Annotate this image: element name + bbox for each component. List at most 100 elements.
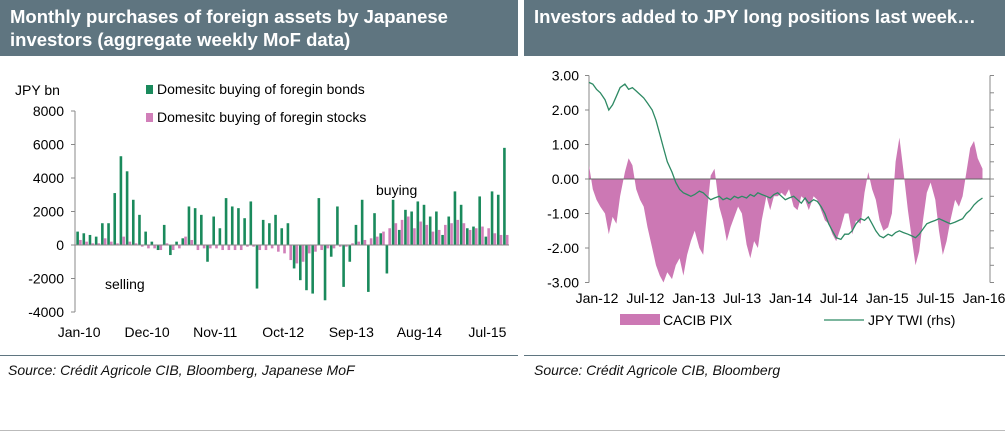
left-panel-divider: [0, 355, 518, 356]
stock-bar: [202, 245, 206, 249]
bond-bar: [175, 241, 178, 245]
bond-stock-purchases-chart: -4000 -2000 0 2000 4000 6000 8000 JPY bn Jan-10 D…: [15, 81, 509, 340]
stock-bar: [326, 245, 330, 249]
stock-bar: [128, 241, 132, 245]
bond-bar: [329, 245, 333, 257]
y-tick-label: 6000: [33, 137, 64, 153]
bond-bar: [144, 231, 147, 245]
buying-annotation: buying: [376, 182, 417, 198]
stock-bar: [91, 243, 95, 245]
stock-bar: [338, 245, 342, 247]
bond-bar: [181, 238, 185, 245]
bond-bar: [336, 206, 339, 245]
stock-bar: [110, 241, 113, 245]
bond-bar: [342, 245, 345, 287]
bond-bar: [441, 234, 444, 245]
stock-bar: [159, 245, 163, 251]
left-panel: Monthly purchases of foreign assets by J…: [0, 0, 518, 378]
y-tick-label: 2000: [33, 204, 64, 220]
legend-pix-label: CACIB PIX: [663, 312, 733, 328]
stock-bar: [221, 245, 224, 251]
stock-bar: [184, 236, 187, 246]
bond-bar: [373, 213, 376, 245]
stock-bar: [481, 226, 484, 245]
bond-bar: [466, 228, 469, 245]
stock-bar: [215, 245, 218, 249]
legend-stocks-label: Domesitc buying of foregin stocks: [157, 109, 366, 125]
stock-bar: [122, 236, 125, 246]
x-tick-label: Jan-14: [769, 290, 812, 306]
bond-bar: [299, 245, 302, 281]
stock-bar: [487, 228, 490, 245]
legend-twi-label: JPY TWI (rhs): [868, 312, 955, 328]
stock-bar: [382, 231, 385, 245]
stock-bar: [116, 243, 119, 245]
y-tick-label: 3.00: [552, 68, 579, 84]
bond-bar: [187, 206, 191, 245]
legend-bonds-label: Domesitc buying of foregin bonds: [157, 81, 365, 97]
stock-bar: [134, 243, 138, 245]
x-tick-label: Jan-13: [672, 290, 715, 306]
stock-bar: [252, 245, 255, 247]
y-tick-label: 0: [56, 237, 64, 253]
cacib-pix-area: [589, 137, 983, 283]
legend-pix-swatch: [620, 314, 660, 325]
stock-bar: [103, 238, 107, 245]
stock-bar: [165, 243, 169, 245]
bond-bar: [410, 211, 413, 245]
left-panel-title: Monthly purchases of foreign assets by J…: [0, 0, 518, 56]
bond-bar: [119, 156, 123, 245]
x-tick-label: Jan-15: [866, 290, 909, 306]
x-tick-label: Jul-14: [820, 290, 858, 306]
x-tick-label: Jan-12: [576, 290, 619, 306]
y-tick-label: 4000: [33, 170, 64, 186]
bond-bar: [131, 199, 135, 245]
stock-bar: [277, 245, 280, 252]
stock-bar: [468, 229, 472, 245]
bond-bar: [503, 147, 506, 245]
x-tick-label: Nov-11: [193, 324, 237, 340]
bond-bar: [125, 171, 129, 245]
stock-bar: [97, 243, 101, 245]
x-tick-label: Aug-14: [397, 324, 442, 340]
x-tick-label: Oct-12: [262, 324, 304, 340]
stock-bar: [314, 245, 317, 252]
stock-bar: [345, 245, 348, 247]
stock-bar: [388, 228, 391, 245]
x-tick-label: Dec-10: [125, 324, 170, 340]
bond-bar: [218, 228, 222, 245]
bond-bar: [162, 224, 166, 245]
bond-bar: [391, 199, 395, 245]
bond-bar: [397, 229, 401, 245]
bond-bar: [317, 198, 321, 245]
bond-bar: [311, 245, 314, 294]
bond-bar: [484, 236, 488, 246]
bond-bar: [237, 208, 240, 245]
stock-bar: [400, 219, 404, 246]
stock-bar: [153, 245, 156, 249]
stock-bar: [413, 228, 416, 245]
stock-bar: [178, 245, 181, 249]
stock-bar: [239, 245, 243, 251]
bond-bar: [404, 209, 407, 245]
stock-bar: [456, 219, 460, 246]
bond-bar: [224, 198, 228, 245]
bond-bar: [379, 233, 383, 245]
bond-bar: [113, 193, 117, 245]
bond-bar: [212, 216, 215, 245]
bond-bar: [348, 245, 352, 262]
bond-bar: [280, 228, 284, 245]
bond-bar: [286, 223, 290, 245]
stock-bar: [363, 239, 367, 245]
bond-bar: [243, 218, 246, 245]
bond-bar: [101, 223, 104, 245]
bond-bar: [261, 219, 265, 246]
bond-bar: [138, 214, 141, 245]
stock-bar: [406, 216, 410, 245]
stock-bar: [320, 245, 323, 251]
stock-bar: [493, 233, 497, 245]
bond-bar: [230, 206, 234, 245]
bond-bar: [268, 223, 271, 245]
y-tick-label: -4000: [28, 304, 64, 320]
bond-bar: [385, 245, 389, 274]
